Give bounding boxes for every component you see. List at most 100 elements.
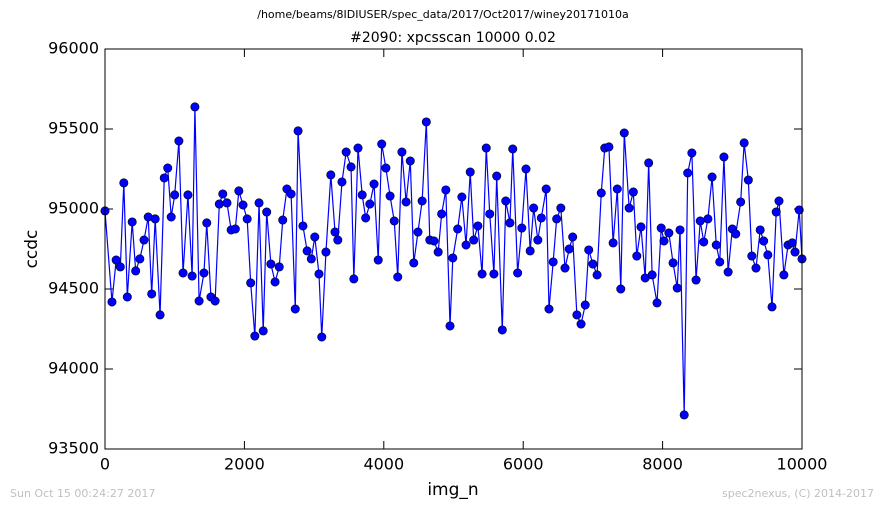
data-point <box>306 254 316 264</box>
data-point <box>719 152 729 162</box>
data-point <box>349 274 359 284</box>
data-point <box>254 198 264 208</box>
data-point <box>477 269 487 279</box>
data-point <box>445 321 455 331</box>
data-point <box>628 187 638 197</box>
data-point <box>533 235 543 245</box>
data-point <box>330 227 340 237</box>
data-point <box>560 263 570 273</box>
data-point <box>736 197 746 207</box>
data-point <box>672 283 682 293</box>
data-point <box>246 278 256 288</box>
data-point <box>616 284 626 294</box>
footer-left: Sun Oct 15 00:24:27 2017 <box>10 487 155 500</box>
data-point <box>541 184 551 194</box>
data-point <box>150 214 160 224</box>
data-point <box>199 268 209 278</box>
data-point <box>767 302 777 312</box>
data-point <box>679 410 689 420</box>
x-axis-label: img_n <box>427 480 478 500</box>
y-tick-label: 96000 <box>48 39 99 58</box>
data-point <box>568 232 578 242</box>
y-tick-label: 93500 <box>48 439 99 458</box>
data-point <box>122 292 132 302</box>
data-point <box>429 236 439 246</box>
data-point <box>751 263 761 273</box>
data-point <box>469 235 479 245</box>
data-point <box>481 143 491 153</box>
data-point <box>448 253 458 263</box>
data-point <box>214 199 224 209</box>
plot-frame <box>104 48 803 450</box>
data-point <box>747 251 757 261</box>
data-point <box>707 172 717 182</box>
data-point <box>270 277 280 287</box>
data-point <box>107 297 117 307</box>
data-point <box>501 196 511 206</box>
data-point <box>405 156 415 166</box>
data-point <box>624 203 634 213</box>
data-point <box>584 245 594 255</box>
data-point <box>548 257 558 267</box>
data-point <box>357 190 367 200</box>
chart-title: #2090: xpcsscan 10000 0.02 <box>350 30 556 46</box>
data-point <box>608 238 618 248</box>
data-point <box>178 268 188 278</box>
data-point <box>659 236 669 246</box>
data-point <box>779 270 789 280</box>
data-point <box>441 185 451 195</box>
data-point <box>337 177 347 187</box>
x-tick-label: 10000 <box>777 455 828 474</box>
data-point <box>194 296 204 306</box>
data-point <box>234 186 244 196</box>
y-tick-label: 95500 <box>48 119 99 138</box>
data-point <box>278 215 288 225</box>
data-point <box>668 258 678 268</box>
data-point <box>497 325 507 335</box>
data-point <box>699 237 709 247</box>
data-point <box>147 289 157 299</box>
data-point <box>703 214 713 224</box>
data-point <box>508 144 518 154</box>
data-point <box>592 270 602 280</box>
data-point <box>321 247 331 257</box>
data-point <box>675 225 685 235</box>
data-point <box>174 136 184 146</box>
data-point <box>636 222 646 232</box>
data-point <box>461 240 471 250</box>
data-point <box>333 235 343 245</box>
data-point <box>723 267 733 277</box>
data-point <box>596 188 606 198</box>
data-point <box>361 213 371 223</box>
data-point <box>529 203 539 213</box>
data-point <box>381 163 391 173</box>
data-point <box>365 199 375 209</box>
data-point <box>274 262 284 272</box>
data-point <box>652 298 662 308</box>
data-point <box>580 300 590 310</box>
data-point <box>691 275 701 285</box>
data-point <box>695 216 705 226</box>
y-tick-label: 95000 <box>48 199 99 218</box>
data-point <box>604 142 614 152</box>
data-point <box>759 236 769 246</box>
data-point <box>763 250 773 260</box>
data-point <box>794 205 804 215</box>
data-point <box>417 196 427 206</box>
data-point <box>115 262 125 272</box>
data-point <box>183 190 193 200</box>
data-point <box>401 197 411 207</box>
data-point <box>787 238 797 248</box>
data-point <box>453 224 463 234</box>
data-point <box>163 163 173 173</box>
x-tick-label: 2000 <box>224 455 265 474</box>
data-point <box>389 216 399 226</box>
data-point <box>632 251 642 261</box>
x-tick-label: 0 <box>100 455 110 474</box>
footer-right: spec2nexus, (C) 2014-2017 <box>722 487 874 500</box>
data-point <box>170 190 180 200</box>
data-point <box>687 148 697 158</box>
data-point <box>771 207 781 217</box>
data-point <box>250 331 260 341</box>
